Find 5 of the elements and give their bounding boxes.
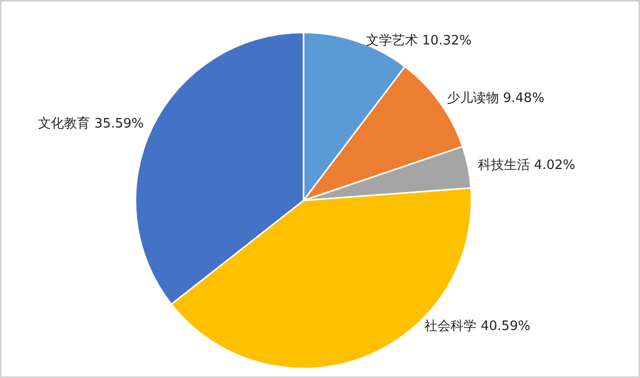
- slice-label: 文学艺术 10.32%: [366, 33, 472, 48]
- slice-label: 少儿读物 9.48%: [446, 90, 544, 106]
- slice-label: 社会科学 40.59%: [424, 319, 530, 334]
- slice-label: 科技生活 4.02%: [478, 158, 576, 174]
- slice-label: 文化教育 35.59%: [38, 116, 144, 132]
